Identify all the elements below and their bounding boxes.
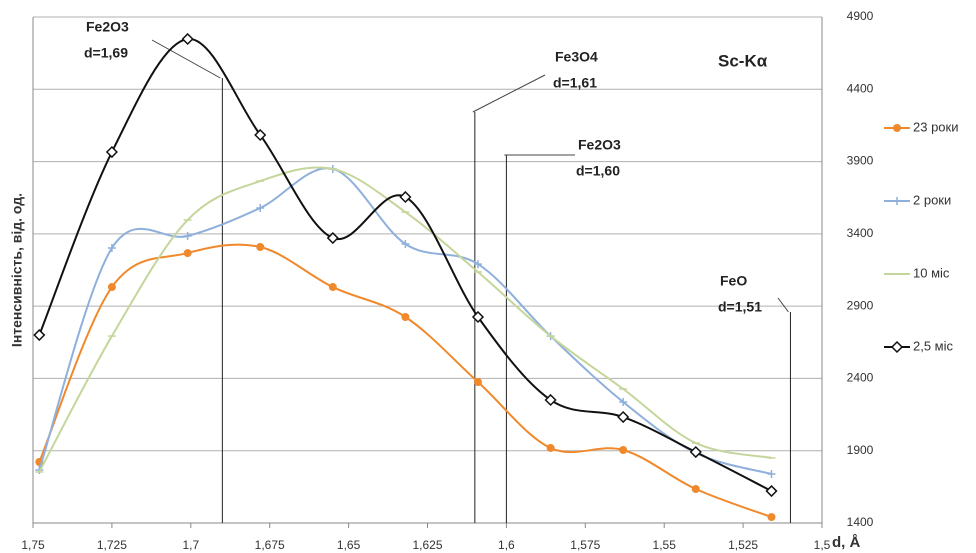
marker <box>254 128 267 142</box>
series-line <box>38 166 772 473</box>
series-line <box>38 37 772 492</box>
annotation: FeO <box>720 273 747 289</box>
marker <box>256 243 265 252</box>
marker <box>256 203 265 212</box>
series-line <box>38 243 772 519</box>
annotation-arrow <box>472 74 546 113</box>
marker <box>183 249 192 258</box>
marker <box>328 283 337 292</box>
marker <box>399 190 412 204</box>
annotation: Fe3O4 <box>555 49 598 65</box>
marker <box>473 260 482 269</box>
x-tick-label: 1,6 <box>498 538 515 552</box>
y-tick-label: 3900 <box>847 154 874 168</box>
y-axis-title: Інтенсивність, від. од. <box>9 193 25 347</box>
marker <box>401 239 410 248</box>
marker <box>765 484 778 498</box>
marker <box>619 397 628 406</box>
legend-label: 2,5 міс <box>913 338 954 353</box>
x-tick-label: 1,5 <box>814 538 831 552</box>
marker <box>544 393 557 407</box>
y-tick-label: 3400 <box>847 226 874 240</box>
series-line <box>38 167 772 475</box>
x-tick-label: 1,75 <box>21 538 45 552</box>
annotation: Sc-Kα <box>718 51 768 70</box>
x-tick-label: 1,575 <box>570 538 600 552</box>
marker <box>691 485 700 494</box>
marker <box>890 340 904 354</box>
annotation: Fe2O3 <box>578 137 621 153</box>
annotation: d=1,60 <box>576 163 620 179</box>
annotation-arrow <box>777 297 789 313</box>
x-tick-label: 1,525 <box>728 538 758 552</box>
marker <box>107 244 116 253</box>
x-tick-label: 1,7 <box>182 538 199 552</box>
x-tick-label: 1,65 <box>337 538 361 552</box>
x-tick-label: 1,55 <box>653 538 677 552</box>
marker <box>689 445 702 459</box>
y-tick-label: 1400 <box>847 515 874 529</box>
annotation: Fe2O3 <box>86 19 129 35</box>
y-tick-label: 4900 <box>847 9 874 23</box>
annotation: d=1,51 <box>718 299 762 315</box>
x-tick-label: 1,625 <box>412 538 442 552</box>
marker <box>181 32 194 46</box>
y-tick-label: 2900 <box>847 298 874 312</box>
annotation-arrow <box>151 39 221 79</box>
marker <box>401 312 410 321</box>
y-tick-label: 1900 <box>847 443 874 457</box>
marker <box>473 378 482 387</box>
x-tick-label: 1,725 <box>97 538 127 552</box>
x-tick-label: 1,675 <box>255 538 285 552</box>
legend-label: 10 міс <box>913 265 950 280</box>
marker <box>767 513 776 522</box>
marker <box>767 469 776 478</box>
marker <box>619 445 628 454</box>
y-tick-label: 2400 <box>847 371 874 385</box>
marker <box>107 283 116 292</box>
annotation: d=1,69 <box>84 45 128 61</box>
marker <box>893 124 901 132</box>
marker <box>617 410 630 424</box>
marker <box>183 232 192 241</box>
annotation: d=1,61 <box>553 75 597 91</box>
legend-label: 23 роки <box>913 119 958 134</box>
marker <box>326 231 339 245</box>
marker <box>893 197 901 205</box>
marker <box>471 310 485 324</box>
marker <box>105 145 118 159</box>
x-axis-title: d, Å <box>832 534 860 551</box>
marker <box>546 443 555 452</box>
marker <box>33 328 46 342</box>
y-tick-label: 4400 <box>847 81 874 95</box>
legend-label: 2 роки <box>913 192 951 207</box>
